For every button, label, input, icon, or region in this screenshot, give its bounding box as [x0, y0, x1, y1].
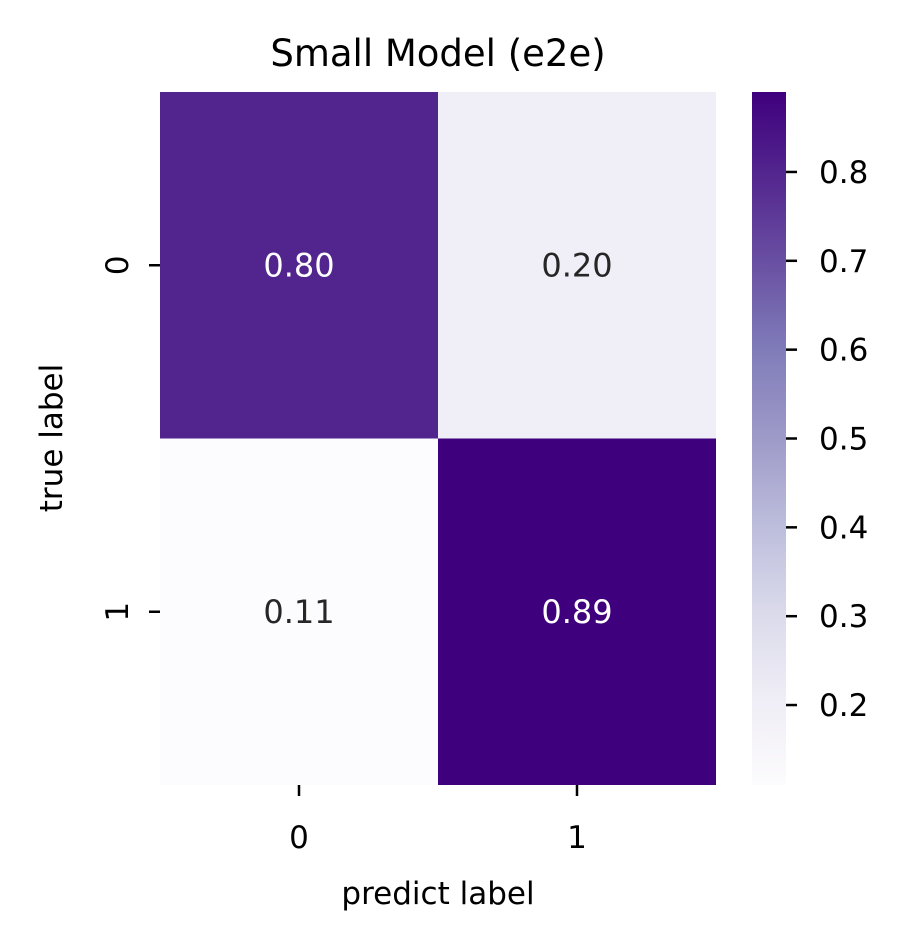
- colorbar: [752, 92, 786, 785]
- cell-value-label-0-0: 0.80: [263, 246, 334, 284]
- colorbar-ticks: 0.2 0.3 0.4 0.5 0.6 0.7 0.8: [786, 155, 868, 724]
- heatmap-cell-labels: 0.80 0.20 0.11 0.89: [263, 246, 612, 631]
- colorbar-tick-label-3: 0.5: [819, 422, 868, 458]
- colorbar-tick-label-6: 0.8: [819, 155, 868, 191]
- heatmap-cells: [160, 92, 716, 785]
- y-axis-label: true label: [34, 364, 70, 512]
- chart-title: Small Model (e2e): [270, 32, 605, 75]
- y-tick-label-1: 1: [100, 602, 136, 622]
- colorbar-tick-label-1: 0.3: [819, 599, 868, 635]
- x-tick-label-0: 0: [289, 820, 309, 856]
- y-axis-ticks: 01: [100, 255, 160, 622]
- colorbar-tick-label-2: 0.4: [819, 510, 868, 546]
- heatmap-cell-1-0: [160, 438, 438, 785]
- cell-value-label-1-0: 0.11: [263, 593, 334, 631]
- x-tick-label-1: 1: [567, 820, 587, 856]
- colorbar-tick-label-0: 0.2: [819, 688, 868, 724]
- colorbar-tick-label-5: 0.7: [819, 244, 868, 280]
- heatmap-cell-0-0: [160, 92, 438, 439]
- heatmap-cell-0-1: [438, 92, 716, 439]
- cell-value-label-0-1: 0.20: [541, 246, 612, 284]
- cell-value-label-1-1: 0.89: [541, 593, 612, 631]
- y-tick-label-0: 0: [100, 255, 136, 275]
- colorbar-tick-label-4: 0.6: [819, 333, 868, 369]
- heatmap-cell-1-1: [438, 438, 716, 785]
- x-axis-label: predict label: [341, 876, 534, 912]
